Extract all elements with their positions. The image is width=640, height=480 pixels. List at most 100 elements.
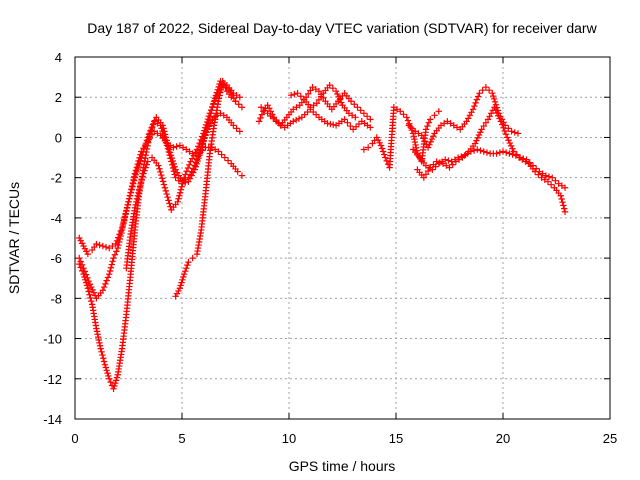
data-point [403,114,410,121]
data-point [496,115,503,122]
y-tick-label: -14 [43,412,62,427]
data-point [135,157,142,165]
data-point [512,152,520,159]
data-point [412,141,419,149]
y-tick-label: -10 [43,332,62,347]
y-axis-label: SDTVAR / TECUs [6,182,22,294]
data-point [116,231,123,238]
x-tick-label: 25 [603,431,617,446]
data-point [474,93,482,100]
data-point [324,120,331,127]
y-tick-label: -4 [50,211,62,226]
data-point [162,187,169,195]
data-point [88,297,95,305]
data-point [504,134,511,141]
data-point [476,90,483,97]
y-tick-label: -12 [43,372,62,387]
data-point [150,128,158,135]
data-point [477,129,484,136]
data-point [160,125,167,132]
data-point [335,93,342,101]
data-point [347,98,355,105]
x-axis-label: GPS time / hours [289,458,396,474]
x-tick-label: 15 [389,431,403,446]
y-tick-label: 4 [55,50,62,65]
data-point [106,244,113,252]
data-point [348,112,356,119]
data-point [158,171,165,179]
data-point [90,289,98,296]
data-point [161,131,169,138]
data-point [93,328,101,335]
data-point [115,241,122,249]
data-point [133,164,140,171]
data-point [99,242,107,250]
data-point [334,90,341,98]
data-point [315,87,323,95]
data-point [466,112,474,119]
data-point [307,87,314,94]
data-point [88,283,95,291]
data-point [147,127,155,134]
data-point [215,148,222,155]
data-point [443,162,450,169]
data-point [136,154,143,162]
data-point [420,174,428,181]
data-point [215,95,223,102]
data-point [197,136,205,144]
data-point [124,201,131,208]
series-track-c [76,128,246,258]
data-point [141,167,148,174]
series-track-g [257,104,374,133]
data-point [552,177,559,184]
data-point [558,195,565,203]
data-point [120,218,127,226]
data-point [561,184,569,191]
data-point [76,254,83,262]
data-point [431,112,438,119]
data-point [468,109,475,116]
data-point [119,221,126,229]
y-tick-label: -6 [50,251,62,266]
data-point [184,261,191,269]
data-point [125,198,132,205]
data-point [171,163,178,170]
data-point [477,147,484,154]
series-track-b [76,110,243,393]
data-point [367,116,374,123]
data-point [480,148,487,155]
data-point [377,142,385,149]
data-point [95,333,102,341]
data-point [232,98,239,105]
data-point [160,181,168,188]
data-point [364,144,372,151]
data-point [180,273,187,281]
data-point [109,258,116,265]
data-point [199,141,206,148]
data-point [115,234,122,241]
data-point [514,130,522,137]
data-point [207,106,215,114]
data-point [505,137,512,144]
data-point [176,142,184,149]
data-point [203,118,211,126]
data-point [170,144,177,151]
data-point [102,243,110,251]
data-point [205,112,213,120]
data-point [131,170,139,177]
data-point [192,159,200,166]
data-point [478,126,485,133]
data-point [236,128,243,135]
data-point [471,140,479,147]
series-track-e [172,77,239,300]
data-point [166,200,173,207]
data-point [497,118,505,125]
data-point [351,101,358,108]
data-point [367,124,374,131]
data-point [84,285,92,292]
data-point [193,156,201,163]
data-point [183,168,190,175]
data-point [162,134,170,141]
data-point [111,251,119,258]
series-track-i [360,104,442,171]
